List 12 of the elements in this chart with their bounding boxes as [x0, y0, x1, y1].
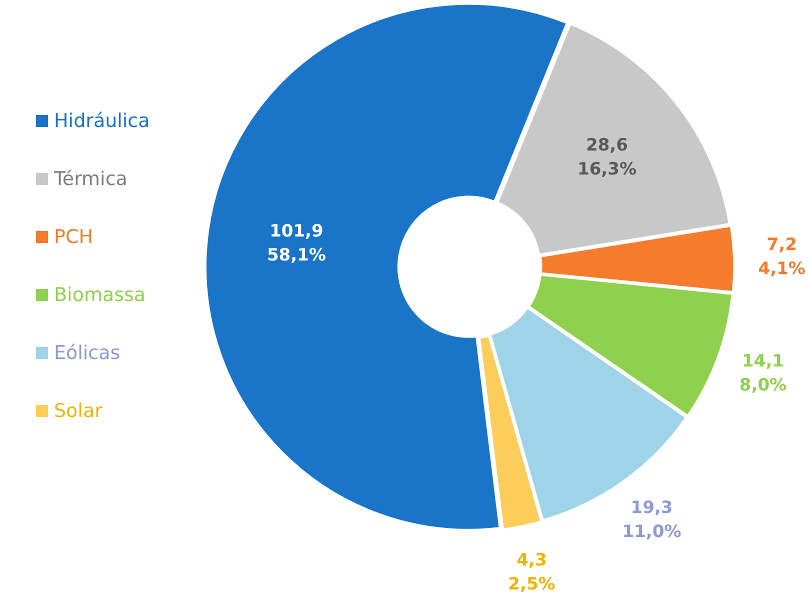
- legend-label: Térmica: [54, 168, 128, 190]
- data-label: 28,6 16,3%: [578, 135, 636, 180]
- legend-label: PCH: [54, 226, 94, 248]
- legend-label: Hidráulica: [54, 110, 150, 132]
- data-label: 14,1 8,0%: [739, 352, 787, 396]
- legend-label: Biomassa: [54, 284, 146, 306]
- data-label: 7,2 4,1%: [758, 234, 806, 279]
- data-label: 101,9 58,1%: [266, 221, 326, 266]
- legend-label: Eólicas: [54, 342, 120, 364]
- legend-label: Solar: [54, 400, 102, 422]
- data-label: 4,3 2,5%: [508, 550, 556, 594]
- data-label: 19,3 11,0%: [622, 498, 682, 542]
